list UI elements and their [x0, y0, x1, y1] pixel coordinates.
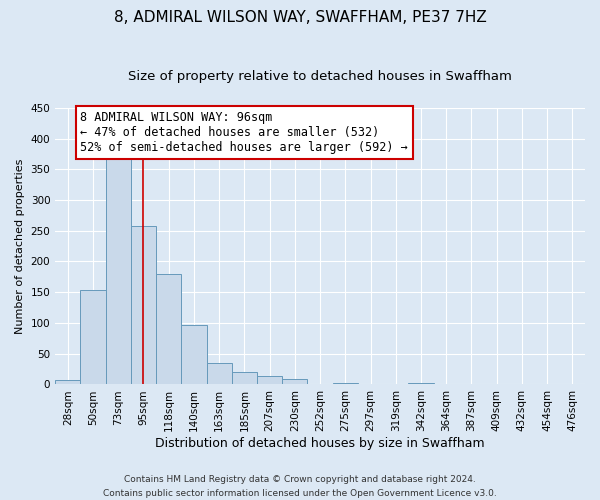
- Bar: [409, 382, 434, 384]
- Text: Contains HM Land Registry data © Crown copyright and database right 2024.
Contai: Contains HM Land Registry data © Crown c…: [103, 476, 497, 498]
- Bar: [232, 372, 257, 384]
- Bar: [257, 376, 282, 384]
- Bar: [181, 325, 206, 384]
- Y-axis label: Number of detached properties: Number of detached properties: [15, 158, 25, 334]
- Bar: [282, 379, 307, 384]
- Bar: [55, 380, 80, 384]
- Text: 8, ADMIRAL WILSON WAY, SWAFFHAM, PE37 7HZ: 8, ADMIRAL WILSON WAY, SWAFFHAM, PE37 7H…: [113, 10, 487, 25]
- Bar: [156, 274, 181, 384]
- Bar: [131, 226, 156, 384]
- Bar: [206, 363, 232, 384]
- Bar: [106, 157, 131, 384]
- Text: 8 ADMIRAL WILSON WAY: 96sqm
← 47% of detached houses are smaller (532)
52% of se: 8 ADMIRAL WILSON WAY: 96sqm ← 47% of det…: [80, 111, 408, 154]
- Bar: [332, 383, 358, 384]
- X-axis label: Distribution of detached houses by size in Swaffham: Distribution of detached houses by size …: [155, 437, 485, 450]
- Title: Size of property relative to detached houses in Swaffham: Size of property relative to detached ho…: [128, 70, 512, 83]
- Bar: [80, 290, 106, 384]
